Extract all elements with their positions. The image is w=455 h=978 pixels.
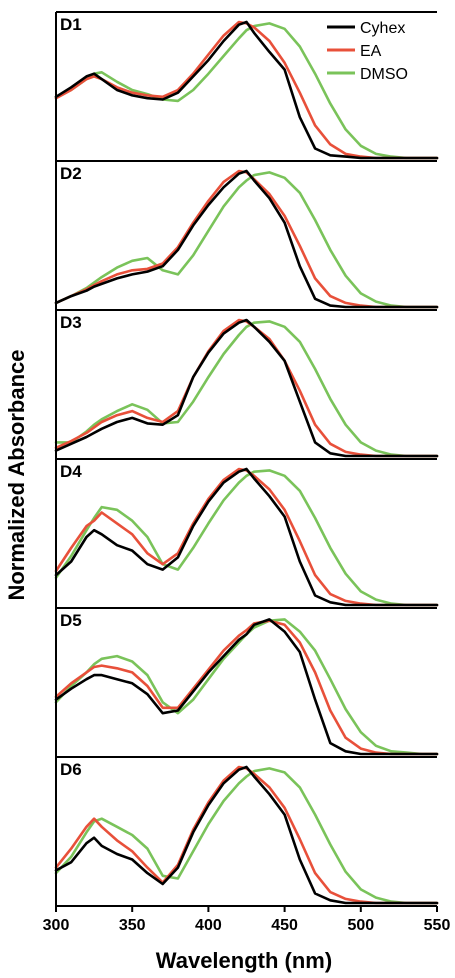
panel-label: D3	[60, 313, 82, 332]
series-line-dmso	[54, 320, 439, 458]
x-axis-label: Wavelength (nm)	[156, 948, 332, 973]
series-line-dmso	[54, 171, 439, 309]
series-line-cyhex	[54, 169, 439, 309]
series-line-ea	[54, 318, 439, 458]
x-tick-label: 350	[119, 917, 146, 934]
panel-d6: D6	[54, 756, 439, 907]
panel-d2: D2	[54, 160, 439, 310]
legend-label-cyhex: Cyhex	[360, 20, 405, 37]
series-line-cyhex	[54, 618, 439, 756]
legend-label-dmso: DMSO	[360, 66, 408, 83]
series-line-ea	[54, 467, 439, 607]
series-line-cyhex	[54, 20, 439, 160]
x-tick-label: 400	[195, 917, 222, 934]
series-line-dmso	[54, 469, 439, 607]
panel-label: D4	[60, 462, 82, 481]
chart-panels: D1 D2 D3 D4 D5 D6	[54, 11, 439, 907]
panel-label: D5	[60, 611, 82, 630]
series-line-ea	[54, 765, 439, 905]
series-line-dmso	[54, 618, 439, 756]
panel-d5: D5	[54, 607, 439, 757]
x-axis: 300 350 400 450 500 550	[43, 906, 451, 934]
series-line-dmso	[54, 767, 439, 905]
legend-label-ea: EA	[360, 43, 382, 60]
series-line-cyhex	[54, 318, 439, 458]
panel-d4: D4	[54, 458, 439, 608]
series-line-ea	[54, 619, 439, 756]
series-line-cyhex	[54, 467, 439, 607]
series-line-dmso	[54, 22, 439, 160]
panel-d3: D3	[54, 309, 439, 459]
x-tick-label: 300	[43, 917, 70, 934]
legend: Cyhex EA DMSO	[327, 20, 408, 83]
x-tick-label: 550	[424, 917, 451, 934]
panel-d1: D1	[54, 11, 439, 161]
x-tick-label: 500	[347, 917, 374, 934]
panel-label: D6	[60, 760, 82, 779]
series-line-cyhex	[54, 765, 439, 905]
series-line-ea	[54, 169, 439, 309]
panel-label: D1	[60, 15, 82, 34]
x-tick-label: 450	[271, 917, 298, 934]
y-axis-label: Normalized Absorbance	[4, 349, 29, 600]
panel-label: D2	[60, 164, 82, 183]
